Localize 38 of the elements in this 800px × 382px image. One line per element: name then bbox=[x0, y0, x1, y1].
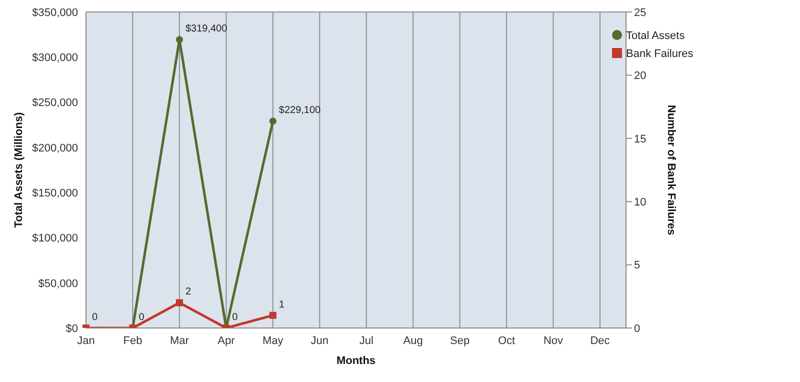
y2-axis-title: Number of Bank Failures bbox=[665, 104, 678, 236]
y-tick-label: $0 bbox=[66, 322, 78, 335]
data-label: $229,100 bbox=[278, 105, 322, 116]
y-tick-label: $350,000 bbox=[32, 6, 78, 19]
x-tick-label: May bbox=[262, 334, 284, 347]
data-label: 0 bbox=[138, 312, 145, 323]
data-label: 0 bbox=[92, 312, 98, 323]
y2-tick-label: 15 bbox=[634, 133, 646, 146]
x-tick-label: Feb bbox=[123, 334, 142, 347]
y2-tick-label: 10 bbox=[634, 196, 646, 209]
y-tick-label: $300,000 bbox=[32, 52, 78, 64]
y2-tick-label: 20 bbox=[634, 70, 646, 82]
y-tick-label: $250,000 bbox=[32, 97, 78, 110]
x-tick-label: Aug bbox=[403, 334, 423, 347]
y-tick-label: $100,000 bbox=[32, 232, 78, 245]
x-tick-label: Jul bbox=[359, 334, 374, 347]
legend-label: Total Assets bbox=[626, 30, 685, 42]
y-tick-label: $200,000 bbox=[32, 142, 78, 154]
y2-tick-label: 0 bbox=[634, 322, 640, 335]
data-label: $319,400 bbox=[185, 24, 228, 35]
y-tick-label: $150,000 bbox=[32, 187, 78, 200]
data-label: 2 bbox=[185, 286, 192, 298]
legend-label: Bank Failures bbox=[626, 48, 694, 60]
x-tick-label: Dec bbox=[590, 334, 610, 347]
y2-tick-label: 25 bbox=[634, 6, 646, 19]
data-label: 0 bbox=[232, 312, 238, 323]
y2-tick-label: 5 bbox=[634, 260, 640, 272]
x-tick-label: Jan bbox=[77, 334, 95, 347]
x-tick-label: Oct bbox=[498, 334, 516, 347]
y-axis-title: Total Assets (Millions) bbox=[12, 112, 25, 228]
x-tick-label: Apr bbox=[218, 334, 236, 347]
x-tick-label: Mar bbox=[170, 334, 190, 347]
x-tick-label: Nov bbox=[543, 334, 564, 347]
y-tick-label: $50,000 bbox=[38, 278, 78, 290]
x-tick-label: Jun bbox=[310, 334, 329, 347]
data-label: 1 bbox=[278, 299, 285, 310]
x-tick-label: Sep bbox=[450, 334, 470, 347]
x-axis-title: Months bbox=[336, 355, 376, 367]
